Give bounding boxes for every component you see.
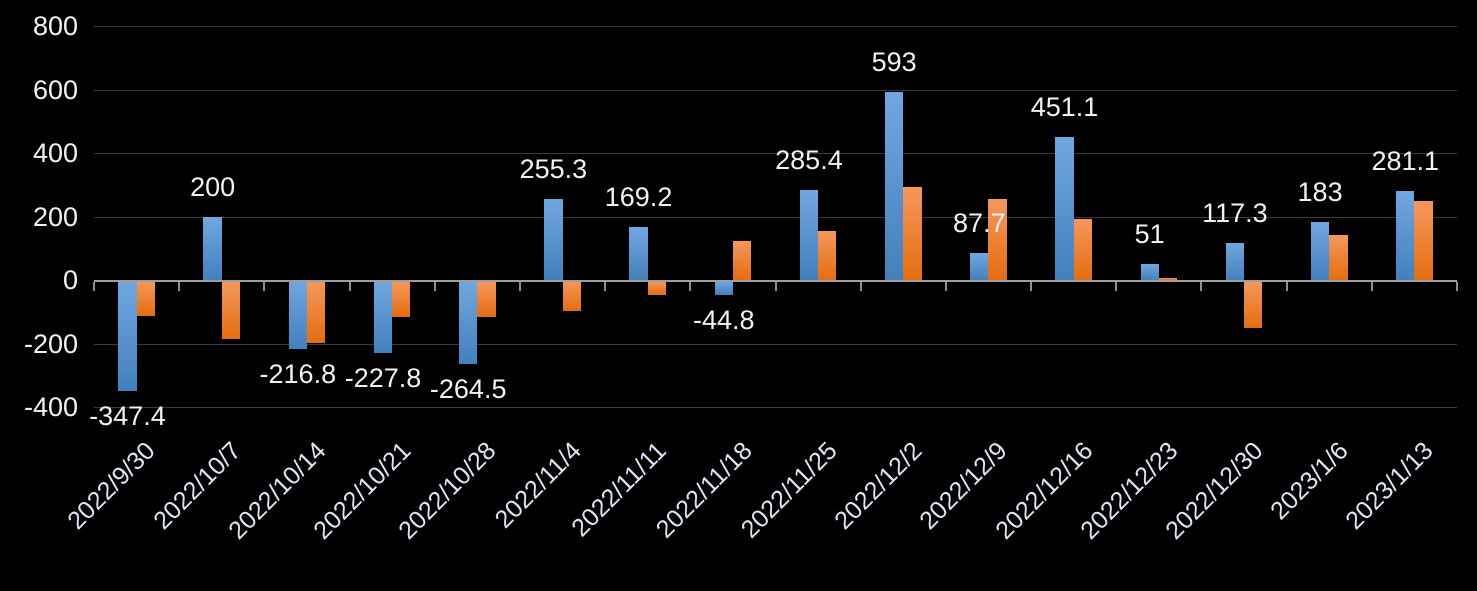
bar-orange[interactable] [988,199,1007,281]
x-axis-tick [518,281,521,291]
x-axis-tick [178,281,181,291]
x-axis-tick [604,281,607,291]
bar-blue[interactable] [1396,191,1415,281]
x-axis-category-label: 2023/1/13 [1340,436,1439,536]
bar-orange[interactable] [1244,280,1263,328]
data-label: 255.3 [519,154,588,185]
bar-blue[interactable] [459,280,478,365]
data-label: -347.4 [89,400,166,431]
bar-blue[interactable] [714,280,733,295]
y-axis-tick-label: -400 [23,392,78,422]
bar-blue[interactable] [373,280,393,353]
bar-blue[interactable] [1140,264,1159,281]
x-axis-tick [1030,281,1033,291]
bar-blue[interactable] [1055,137,1074,281]
data-label: -44.8 [692,304,755,335]
gridline [94,407,1457,408]
bar-orange[interactable] [221,280,241,340]
bar-orange[interactable] [647,280,667,296]
gridline [94,89,1457,91]
data-label: 285.4 [775,144,843,175]
x-axis-tick [348,281,351,291]
x-axis-tick [689,281,692,291]
data-label: 200 [190,171,236,202]
bar-blue[interactable] [884,92,904,281]
bar-orange[interactable] [1414,201,1433,281]
bar-orange[interactable] [1158,277,1178,281]
bar-orange[interactable] [392,280,411,318]
x-axis-tick [944,281,947,291]
data-label: 451.1 [1030,92,1099,123]
bar-blue[interactable] [629,226,648,281]
bar-blue[interactable] [1225,243,1245,281]
bar-blue[interactable] [1310,222,1330,281]
x-axis-tick [1370,281,1373,291]
data-label: 51 [1134,219,1165,250]
bar-orange[interactable] [1073,219,1092,281]
data-label: 87.7 [953,207,1006,238]
bar-orange[interactable] [732,241,752,281]
y-axis-tick-label: 800 [32,11,78,41]
bar-orange[interactable] [562,280,581,311]
x-axis-tick [1200,281,1203,291]
bar-blue[interactable] [799,189,819,281]
x-axis-tick [433,281,436,291]
x-axis-category-label: 2022/9/30 [62,436,161,536]
data-label: 593 [871,47,917,78]
gridline [94,216,1457,218]
data-label: -216.8 [259,359,337,390]
bar-blue[interactable] [970,252,989,281]
data-label: -227.8 [344,362,422,393]
x-axis-line [94,279,1457,282]
x-axis-tick [1456,281,1458,291]
x-axis-tick [1285,281,1288,291]
x-axis-tick [859,281,862,291]
bar-orange[interactable] [136,280,155,317]
gridline [94,26,1457,27]
y-axis-tick-label: 200 [32,201,78,232]
x-axis-tick [1115,281,1118,291]
x-axis-tick [263,281,266,291]
x-axis-tick [774,281,777,291]
y-axis-tick-label: 0 [62,265,78,295]
x-axis-category-label: 2022/12/2 [829,436,928,536]
data-label: -264.5 [429,374,507,405]
bar-orange[interactable] [903,186,922,281]
data-label: 169.2 [604,181,673,212]
gridline [94,153,1457,154]
bar-blue[interactable] [118,280,137,391]
bar-orange[interactable] [818,230,837,281]
x-axis-category-label: 2023/1/6 [1264,436,1354,526]
bar-blue[interactable] [203,217,222,281]
bar-orange[interactable] [1329,234,1348,281]
gridline [94,343,1457,345]
data-label: 117.3 [1202,198,1268,229]
x-axis-tick [93,281,95,291]
y-axis-tick-label: 600 [32,74,78,105]
y-axis-tick-label: -200 [23,328,78,359]
bar-orange[interactable] [306,280,326,344]
data-label: 183 [1297,177,1343,208]
bar-orange[interactable] [477,280,496,317]
bar-blue[interactable] [288,280,307,350]
bar-blue[interactable] [544,199,563,281]
data-label: 281.1 [1371,146,1440,177]
y-axis-tick-label: 400 [32,138,78,168]
